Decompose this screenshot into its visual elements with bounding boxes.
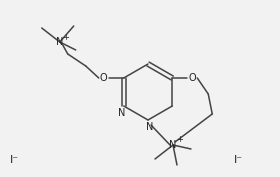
Text: +: +	[62, 33, 69, 41]
Text: +: +	[177, 135, 183, 144]
Text: I⁻: I⁻	[10, 155, 18, 165]
Text: N: N	[56, 37, 64, 47]
Text: N: N	[146, 122, 154, 132]
Text: I⁻: I⁻	[234, 155, 242, 165]
Text: N: N	[169, 140, 177, 150]
Text: O: O	[188, 73, 196, 83]
Text: N: N	[118, 108, 125, 118]
Text: O: O	[100, 73, 108, 83]
